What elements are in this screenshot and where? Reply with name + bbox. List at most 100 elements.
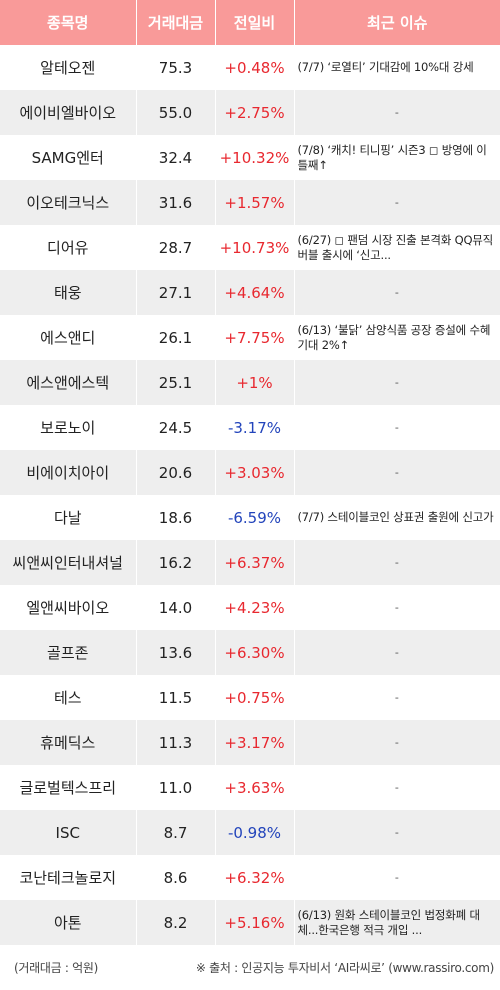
table-row: 엘앤씨바이오 14.0 +4.23% -	[0, 585, 500, 630]
daily-change: +5.16%	[215, 900, 295, 945]
recent-issue-text: -	[394, 556, 399, 569]
recent-issue: -	[294, 675, 500, 720]
daily-change: +6.30%	[215, 630, 295, 675]
header-daily-change: 전일비	[215, 0, 295, 45]
daily-change: -3.17%	[215, 405, 295, 450]
trading-volume: 24.5	[136, 405, 216, 450]
table-row: 글로벌텍스프리 11.0 +3.63% -	[0, 765, 500, 810]
daily-change: +3.03%	[215, 450, 295, 495]
stock-name: 에스앤디	[0, 315, 137, 360]
daily-change: +10.32%	[215, 135, 295, 180]
trading-volume: 32.4	[136, 135, 216, 180]
table-row: SAMG엔터 32.4 +10.32% (7/8) ‘캐치! 티니핑’ 시즌3 ◻ 방…	[0, 135, 500, 180]
stock-name: 에스앤에스텍	[0, 360, 137, 405]
daily-change: +7.75%	[215, 315, 295, 360]
recent-issue: (7/7) ‘로열티’ 기대감에 10%대 강세	[294, 45, 500, 90]
daily-change: +6.32%	[215, 855, 295, 900]
stock-name: 에이비엘바이오	[0, 90, 137, 135]
table-row: 비에이치아이 20.6 +3.03% -	[0, 450, 500, 495]
recent-issue-text: -	[394, 466, 399, 479]
trading-volume: 11.0	[136, 765, 216, 810]
trading-volume: 25.1	[136, 360, 216, 405]
table-row: 보로노이 24.5 -3.17% -	[0, 405, 500, 450]
trading-volume: 8.2	[136, 900, 216, 945]
recent-issue-text: (7/7) 스테이블코인 상표권 출원에 신고가	[297, 510, 494, 524]
table-row: 에스앤디 26.1 +7.75% (6/13) ‘불닭’ 삼양식품 공장 증설에 수혜…	[0, 315, 500, 360]
stock-name: 보로노이	[0, 405, 137, 450]
trading-volume: 8.7	[136, 810, 216, 855]
stock-name: 골프존	[0, 630, 137, 675]
source-note: ※ 출처 : 인공지능 투자비서 ‘AI라씨로’ (www.rassiro.co…	[195, 961, 494, 975]
stock-name: SAMG엔터	[0, 135, 137, 180]
recent-issue: -	[294, 630, 500, 675]
stock-name: 엘앤씨바이오	[0, 585, 137, 630]
table-row: 이오테크닉스 31.6 +1.57% -	[0, 180, 500, 225]
header-trading-volume: 거래대금	[136, 0, 216, 45]
recent-issue-text: -	[394, 376, 399, 389]
daily-change: +0.48%	[215, 45, 295, 90]
stock-name: 코난테크놀로지	[0, 855, 137, 900]
unit-note: (거래대금 : 억원)	[14, 961, 98, 975]
daily-change: +10.73%	[215, 225, 295, 270]
trading-volume: 18.6	[136, 495, 216, 540]
trading-volume: 31.6	[136, 180, 216, 225]
stock-name: 휴메딕스	[0, 720, 137, 765]
daily-change: +0.75%	[215, 675, 295, 720]
recent-issue-text: -	[394, 106, 399, 119]
stock-name: ISC	[0, 810, 137, 855]
daily-change: +4.64%	[215, 270, 295, 315]
trading-volume: 28.7	[136, 225, 216, 270]
table-row: 알테오젠 75.3 +0.48% (7/7) ‘로열티’ 기대감에 10%대 강세	[0, 45, 500, 90]
recent-issue: -	[294, 270, 500, 315]
trading-volume: 13.6	[136, 630, 216, 675]
stock-name: 글로벌텍스프리	[0, 765, 137, 810]
stock-name: 씨앤씨인터내셔널	[0, 540, 137, 585]
table-body: 알테오젠 75.3 +0.48% (7/7) ‘로열티’ 기대감에 10%대 강세 에이…	[0, 45, 500, 945]
stock-name: 디어유	[0, 225, 137, 270]
trading-volume: 75.3	[136, 45, 216, 90]
recent-issue: -	[294, 450, 500, 495]
table-row: 아톤 8.2 +5.16% (6/13) 원화 스테이블코인 법정화폐 대체...한국…	[0, 900, 500, 945]
stock-name: 태웅	[0, 270, 137, 315]
recent-issue-text: -	[394, 691, 399, 704]
table-row: 디어유 28.7 +10.73% (6/27) ◻ 팬덤 시장 진출 본격화 QQ뮤직…	[0, 225, 500, 270]
recent-issue-text: -	[394, 736, 399, 749]
stock-name: 다날	[0, 495, 137, 540]
recent-issue: -	[294, 540, 500, 585]
recent-issue: (6/27) ◻ 팬덤 시장 진출 본격화 QQ뮤직 버블 출시에 ‘신고...	[294, 225, 500, 270]
recent-issue-text: -	[394, 781, 399, 794]
stock-table: 종목명 거래대금 전일비 최근 이슈 알테오젠 75.3 +0.48% (7/7) ‘…	[0, 0, 500, 945]
daily-change: -0.98%	[215, 810, 295, 855]
recent-issue-text: (6/27) ◻ 팬덤 시장 진출 본격화 QQ뮤직 버블 출시에 ‘신고...	[297, 232, 494, 262]
recent-issue: (7/8) ‘캐치! 티니핑’ 시즌3 ◻ 방영에 이틀째↑	[294, 135, 500, 180]
table-row: 에이비엘바이오 55.0 +2.75% -	[0, 90, 500, 135]
table-row: 테스 11.5 +0.75% -	[0, 675, 500, 720]
recent-issue: -	[294, 810, 500, 855]
table-row: 태웅 27.1 +4.64% -	[0, 270, 500, 315]
stock-name: 알테오젠	[0, 45, 137, 90]
trading-volume: 16.2	[136, 540, 216, 585]
table-row: 휴메딕스 11.3 +3.17% -	[0, 720, 500, 765]
recent-issue-text: (6/13) ‘불닭’ 삼양식품 공장 증설에 수혜 기대 2%↑	[297, 322, 491, 352]
trading-volume: 14.0	[136, 585, 216, 630]
trading-volume: 55.0	[136, 90, 216, 135]
trading-volume: 11.3	[136, 720, 216, 765]
recent-issue: (6/13) 원화 스테이블코인 법정화폐 대체...한국은행 적극 개입 ..…	[294, 900, 500, 945]
trading-volume: 8.6	[136, 855, 216, 900]
recent-issue: -	[294, 855, 500, 900]
table-row: 씨앤씨인터내셔널 16.2 +6.37% -	[0, 540, 500, 585]
table-header-row: 종목명 거래대금 전일비 최근 이슈	[0, 0, 500, 45]
table-footer: (거래대금 : 억원) ※ 출처 : 인공지능 투자비서 ‘AI라씨로’ (ww…	[0, 945, 500, 990]
table-row: ISC 8.7 -0.98% -	[0, 810, 500, 855]
recent-issue-text: -	[394, 601, 399, 614]
recent-issue: -	[294, 720, 500, 765]
stock-name: 이오테크닉스	[0, 180, 137, 225]
recent-issue-text: -	[394, 646, 399, 659]
recent-issue-text: -	[394, 421, 399, 434]
daily-change: +1%	[215, 360, 295, 405]
recent-issue-text: (6/13) 원화 스테이블코인 법정화폐 대체...한국은행 적극 개입 ..…	[297, 907, 481, 937]
recent-issue: (7/7) 스테이블코인 상표권 출원에 신고가	[294, 495, 500, 540]
trading-volume: 26.1	[136, 315, 216, 360]
recent-issue: -	[294, 360, 500, 405]
header-stock-name: 종목명	[0, 0, 137, 45]
